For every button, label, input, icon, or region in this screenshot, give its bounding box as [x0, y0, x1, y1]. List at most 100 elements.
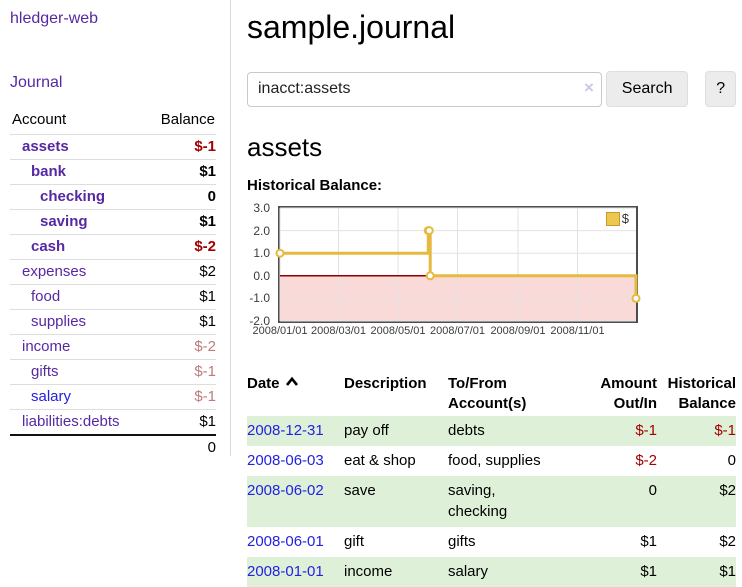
search-button[interactable]: Search: [605, 71, 689, 107]
account-balance: $-1: [145, 359, 216, 385]
register-amount: $-2: [635, 452, 657, 469]
accounts-total-row: 0: [10, 434, 216, 460]
register-amount: $1: [640, 563, 657, 580]
account-row: cash $-2: [10, 234, 216, 260]
register-date-link[interactable]: 2008-06-01: [247, 533, 324, 550]
help-button[interactable]: ?: [705, 71, 736, 107]
y-tick-label: 3.0: [253, 201, 270, 215]
accounts-table: Account Balance assets $-1 bank $1 check…: [10, 108, 216, 460]
register-amount: 0: [648, 482, 657, 499]
y-tick-label: 2.0: [253, 223, 270, 238]
account-row: saving $1: [10, 209, 216, 235]
register-description: gift: [344, 533, 365, 550]
register-header-description[interactable]: Description: [344, 375, 427, 392]
account-link[interactable]: assets: [22, 138, 69, 155]
register-date-link[interactable]: 2008-06-02: [247, 482, 324, 499]
register-description: eat & shop: [344, 452, 416, 469]
x-tick-label: 2008/05/01: [370, 325, 426, 337]
x-tick-label: 2008/01/01: [252, 325, 308, 337]
app-title-link[interactable]: hledger-web: [10, 10, 99, 27]
clear-search-icon[interactable]: ×: [584, 78, 594, 97]
accounts-header-account: Account: [10, 108, 146, 135]
register-balance: $1: [719, 563, 736, 580]
account-balance: $1: [145, 309, 216, 335]
register-amount: $1: [640, 533, 657, 550]
account-balance: $1: [145, 284, 216, 310]
register-accounts: saving, checking: [448, 482, 508, 520]
account-link[interactable]: liabilities:debts: [22, 413, 120, 430]
register-row: 2008-12-31 pay off debts $-1 $-1: [247, 416, 736, 446]
register-row: 2008-06-03 eat & shop food, supplies $-2…: [247, 446, 736, 476]
register-amount: $-1: [635, 422, 657, 439]
account-balance: $1: [145, 209, 216, 235]
register-header-date[interactable]: Date: [247, 372, 344, 416]
register-row: 2008-01-01 income salary $1 $1: [247, 557, 736, 587]
account-balance: $-2: [145, 334, 216, 360]
account-link[interactable]: checking: [40, 188, 106, 205]
chart-plot-area[interactable]: $: [275, 206, 641, 323]
register-header-accounts[interactable]: To/From Account(s): [448, 375, 527, 412]
account-link[interactable]: income: [22, 338, 71, 355]
account-link[interactable]: gifts: [31, 363, 59, 380]
register-accounts: food, supplies: [448, 452, 541, 469]
account-heading: assets: [247, 132, 323, 162]
register-description: income: [344, 563, 393, 580]
account-link[interactable]: food: [31, 288, 61, 305]
register-row: 2008-06-01 gift gifts $1 $2: [247, 527, 736, 557]
account-link[interactable]: cash: [31, 238, 66, 255]
register-header-row: Date Description To/From Account(s) Amou…: [247, 372, 736, 416]
x-tick-label: 2008/11/01: [550, 325, 605, 337]
legend-swatch-icon: [605, 211, 620, 226]
register-accounts: salary: [448, 563, 489, 580]
chart-legend: $: [605, 211, 629, 226]
account-row: gifts $-1: [10, 359, 216, 385]
y-tick-label: 1.0: [253, 246, 270, 261]
account-balance: $2: [145, 259, 216, 285]
register-accounts: debts: [448, 422, 485, 439]
register-balance: $-1: [714, 422, 736, 439]
x-tick-label: 2008/07/01: [429, 325, 486, 337]
account-link[interactable]: saving: [40, 213, 88, 230]
sidebar: hledger-web Journal Account Balance asse…: [0, 0, 231, 460]
account-row: salary $-1: [10, 384, 216, 410]
register-date-link[interactable]: 2008-06-03: [247, 452, 324, 469]
x-tick-label: 2008/03/01: [310, 325, 367, 337]
accounts-table-body: assets $-1 bank $1 checking 0 saving $1 …: [10, 134, 216, 436]
account-row: bank $1: [10, 159, 216, 185]
chart-x-axis: 2008/01/01 2008/03/01 2008/05/01 2008/07/01…: [252, 325, 636, 341]
account-row: supplies $1: [10, 309, 216, 335]
y-tick-label: -1.0: [249, 291, 270, 306]
register-date-link[interactable]: 2008-12-31: [247, 422, 324, 439]
account-balance: $-1: [145, 134, 216, 160]
search-bar: × Search ?: [247, 71, 736, 107]
register-description: pay off: [344, 422, 389, 439]
sidebar-item-journal[interactable]: Journal: [10, 74, 63, 91]
register-balance: $2: [719, 482, 736, 499]
register-row: 2008-06-02 save saving, checking 0 $2: [247, 476, 736, 527]
register-accounts: gifts: [448, 533, 476, 550]
account-link[interactable]: bank: [31, 163, 67, 180]
y-tick-label: -2.0: [249, 314, 270, 328]
register-table-body: 2008-12-31 pay off debts $-1 $-1 2008-06…: [247, 416, 736, 587]
register-date-link[interactable]: 2008-01-01: [247, 563, 324, 580]
search-input[interactable]: [247, 71, 602, 107]
account-row: food $1: [10, 284, 216, 310]
register-table: Date Description To/From Account(s) Amou…: [247, 372, 736, 587]
account-link[interactable]: expenses: [22, 263, 87, 280]
account-row: expenses $2: [10, 259, 216, 285]
chart-title: Historical Balance:: [247, 177, 383, 194]
account-row: liabilities:debts $1: [10, 409, 216, 436]
account-balance: 0: [145, 184, 216, 210]
register-header-amount[interactable]: Amount Out/In: [600, 375, 657, 412]
accounts-header-balance: Balance: [145, 108, 216, 135]
x-tick-label: 2008/09/01: [490, 325, 546, 337]
account-link[interactable]: supplies: [31, 313, 87, 330]
account-row: income $-2: [10, 334, 216, 360]
account-link[interactable]: salary: [31, 388, 72, 405]
main-content: sample.journal × Search ? assets Histori…: [231, 0, 742, 587]
register-header-balance[interactable]: Historical Balance: [667, 375, 736, 412]
sort-ascending-icon: [285, 376, 298, 386]
account-balance: $1: [145, 159, 216, 185]
accounts-header-row: Account Balance: [10, 108, 216, 135]
chart-y-axis: 3.0 2.0 1.0 0.0 -1.0 -2.0: [247, 201, 273, 328]
